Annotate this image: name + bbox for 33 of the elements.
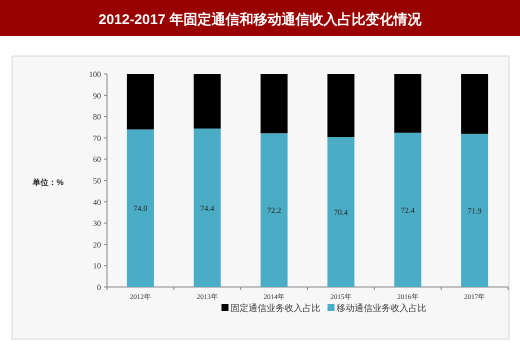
y-tick-label: 90 [93,91,101,100]
y-tick-label: 80 [93,112,101,122]
y-tick-label: 50 [93,176,101,186]
y-tick-label: 40 [93,198,101,207]
chart-title: 2012-2017 年固定通信和移动通信收入占比变化情况 [98,11,422,27]
legend-label: 固定通信业务收入占比 [230,303,320,313]
y-tick-label: 70 [93,134,101,143]
data-label: 72.4 [400,206,415,215]
y-tick-label: 20 [93,240,101,250]
bar [126,74,154,130]
bar [394,74,422,133]
y-tick-label: 0 [97,283,101,292]
y-axis-title: 单位：% [31,178,64,187]
data-label: 74.4 [200,204,214,213]
bar [260,74,288,134]
y-tick-label: 100 [89,70,101,79]
bar [461,134,488,287]
bar [194,74,221,129]
bar [327,137,354,287]
bar [394,132,422,287]
data-label: 71.9 [468,206,482,216]
y-tick-label: 30 [93,219,101,228]
y-tick-label: 60 [93,155,101,164]
legend-label: 移动通信业务收入占比 [336,303,426,313]
bar [260,133,288,287]
bar [327,74,354,138]
y-tick-label: 10 [93,262,101,271]
data-label: 70.4 [334,208,348,218]
bar [126,129,154,287]
data-label: 74.0 [133,204,148,214]
bar [194,128,221,287]
bar [461,74,488,134]
data-label: 72.2 [267,206,282,216]
